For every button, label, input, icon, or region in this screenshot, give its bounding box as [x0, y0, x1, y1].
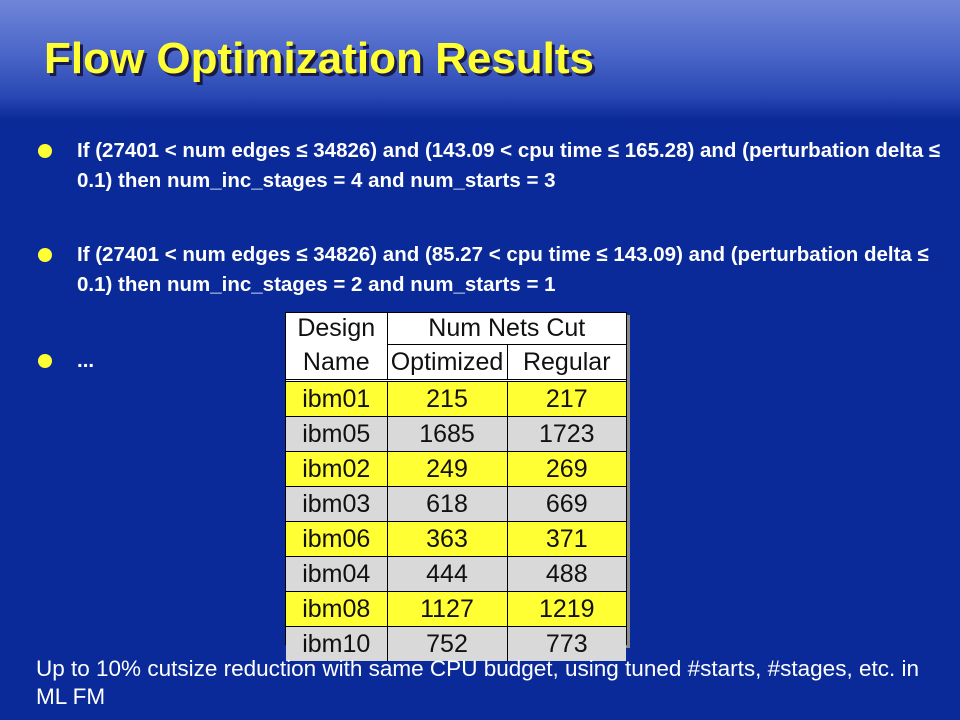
bullet-item: If (27401 < num edges ≤ 34826) and (85.2…	[36, 240, 960, 300]
bullet-item: ...	[36, 346, 960, 376]
cell-optimized: 215	[387, 380, 508, 417]
header-design: Design	[286, 313, 388, 345]
cell-regular: 371	[507, 521, 627, 557]
cell-name: ibm05	[286, 416, 388, 452]
cell-name: ibm04	[286, 556, 388, 592]
table-row: ibm01 215 217	[286, 380, 627, 417]
slide-title: Flow Optimization Results	[44, 34, 595, 83]
bullet-item: If (27401 < num edges ≤ 34826) and (143.…	[36, 136, 960, 196]
table-row: ibm10 752 773	[286, 626, 627, 661]
cell-name: ibm03	[286, 486, 388, 522]
bullet-text: If (27401 < num edges ≤ 34826) and (85.2…	[77, 243, 929, 296]
cell-regular: 669	[507, 486, 627, 522]
header-num-nets-cut: Num Nets Cut	[387, 313, 627, 345]
bullet-dot-icon	[38, 354, 52, 368]
cell-name: ibm02	[286, 451, 388, 487]
table-row: ibm06 363 371	[286, 521, 627, 557]
cell-optimized: 363	[387, 521, 508, 557]
cell-regular: 773	[507, 626, 627, 661]
bullet-text: ...	[77, 349, 95, 372]
cell-name: ibm06	[286, 521, 388, 557]
bullet-text: If (27401 < num edges ≤ 34826) and (143.…	[77, 139, 941, 192]
cell-optimized: 249	[387, 451, 508, 487]
footer-summary: Up to 10% cutsize reduction with same CP…	[36, 656, 919, 709]
cell-optimized: 618	[387, 486, 508, 522]
bullet-dot-icon	[38, 144, 52, 158]
cell-name: ibm08	[286, 591, 388, 627]
cell-name: ibm01	[286, 380, 388, 417]
table-row: ibm05 1685 1723	[286, 416, 627, 452]
header-optimized: Optimized	[387, 344, 508, 382]
cell-optimized: 752	[387, 626, 508, 661]
cell-regular: 488	[507, 556, 627, 592]
cell-regular: 1219	[507, 591, 627, 627]
header-regular: Regular	[507, 344, 627, 382]
cell-regular: 217	[507, 380, 627, 417]
cell-regular: 1723	[507, 416, 627, 452]
header-name: Name	[286, 344, 388, 382]
cell-optimized: 1685	[387, 416, 508, 452]
table-row: ibm02 249 269	[286, 451, 627, 487]
table-row: ibm08 1127 1219	[286, 591, 627, 627]
cell-regular: 269	[507, 451, 627, 487]
cell-name: ibm10	[286, 626, 388, 661]
table-row: ibm03 618 669	[286, 486, 627, 522]
table-row: ibm04 444 488	[286, 556, 627, 592]
title-bar	[0, 0, 960, 120]
cell-optimized: 1127	[387, 591, 508, 627]
cell-optimized: 444	[387, 556, 508, 592]
bullet-dot-icon	[38, 248, 52, 262]
results-table: Design Num Nets Cut Name Optimized Regul…	[285, 312, 627, 661]
